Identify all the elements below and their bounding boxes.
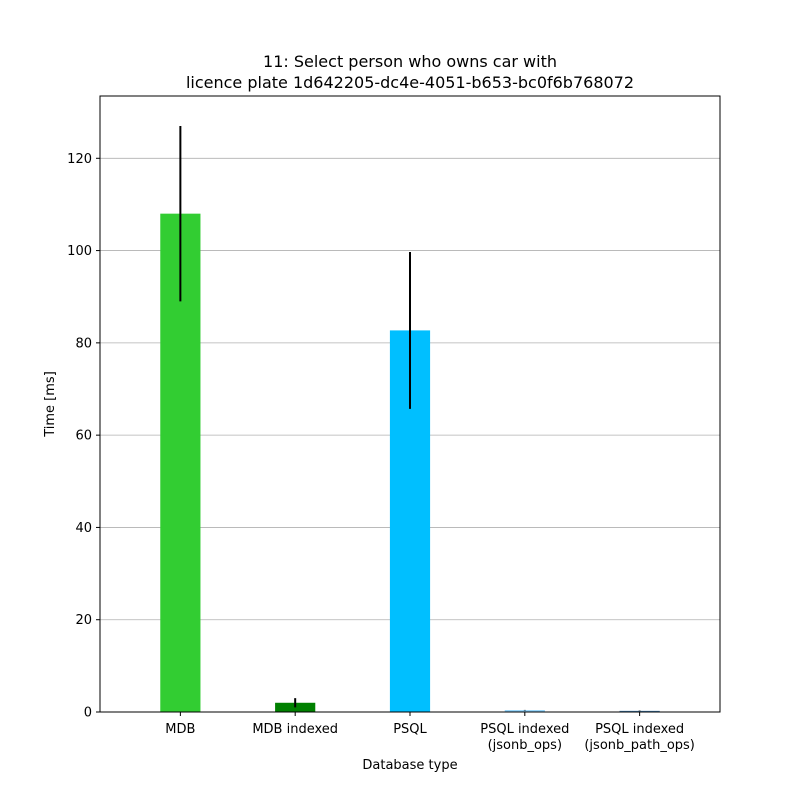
x-tick-label: PSQL xyxy=(393,722,427,737)
bar xyxy=(619,710,660,712)
x-axis-ticks: MDB MDB indexed PSQL PSQL indexed(jsonb_ops… xyxy=(165,712,695,753)
x-axis-label: Database type xyxy=(362,758,457,773)
y-axis-label: Time [ms] xyxy=(43,371,58,438)
y-tick-label: 80 xyxy=(75,336,92,351)
x-tick-label: MDB xyxy=(165,722,195,737)
x-tick-label: PSQL indexed xyxy=(595,722,684,737)
y-tick-label: 20 xyxy=(75,613,92,628)
x-tick-label: MDB indexed xyxy=(252,722,338,737)
y-tick-label: 40 xyxy=(75,521,92,536)
bar xyxy=(504,710,545,712)
chart-title: 11: Select person who owns car with lice… xyxy=(186,52,634,92)
error-bars xyxy=(179,125,641,712)
y-tick-label: 0 xyxy=(84,706,92,721)
y-axis-ticks: 0 20 40 60 80 100 120 xyxy=(67,152,100,721)
y-tick-label: 120 xyxy=(67,152,92,167)
x-tick-label: (jsonb_ops) xyxy=(488,738,562,753)
bars xyxy=(160,213,660,713)
y-tick-label: 100 xyxy=(67,244,92,259)
x-tick-label: PSQL indexed xyxy=(480,722,569,737)
y-tick-label: 60 xyxy=(75,429,92,444)
chart-title-line-1: 11: Select person who owns car with xyxy=(263,52,557,71)
x-tick-label: (jsonb_path_ops) xyxy=(584,738,695,753)
chart-title-line-2: licence plate 1d642205-dc4e-4051-b653-bc… xyxy=(186,73,634,92)
